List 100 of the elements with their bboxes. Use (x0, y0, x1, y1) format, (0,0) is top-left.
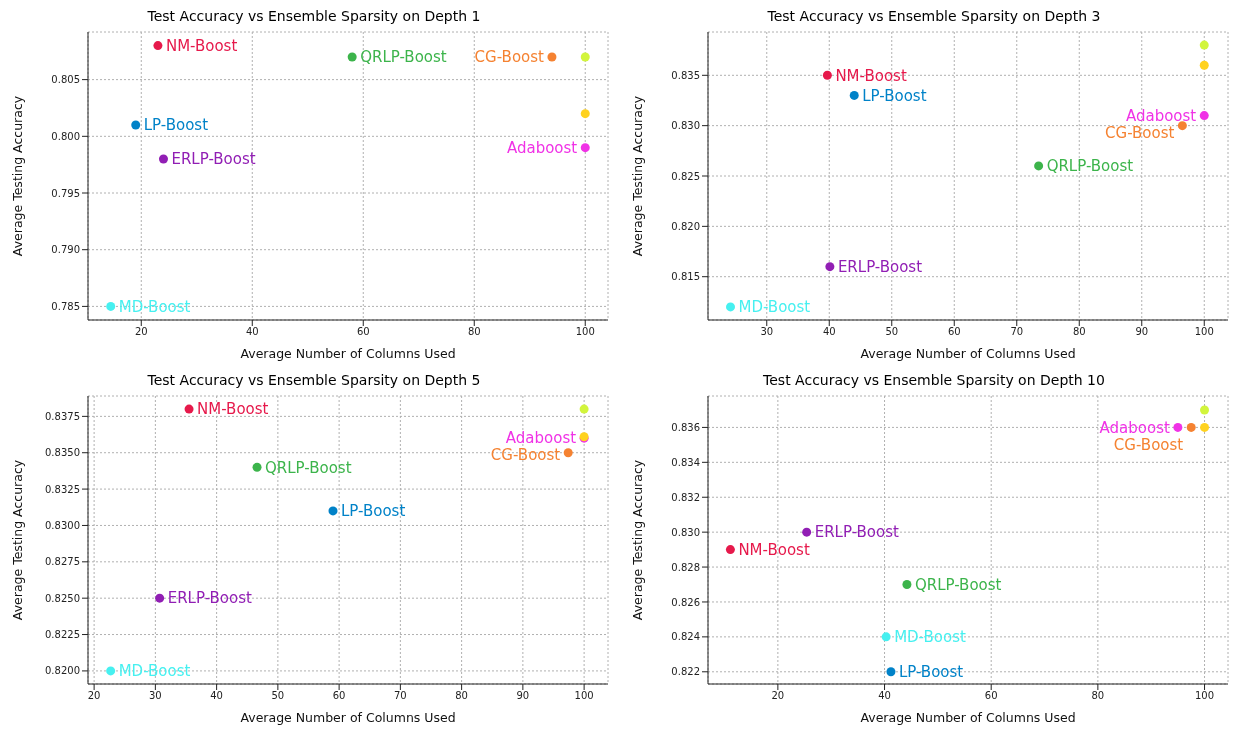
series-label: ERLP-Boost (167, 589, 252, 608)
point (1199, 60, 1209, 70)
x-tick-label: 60 (356, 326, 370, 338)
point (155, 593, 165, 603)
chart-title: Test Accuracy vs Ensemble Sparsity on Depth 1 (146, 8, 482, 26)
x-tick-label: 20 (771, 690, 785, 702)
x-tick-label: 80 (1091, 690, 1105, 702)
point (158, 154, 168, 164)
series-label: QRLP-Boost (265, 458, 352, 477)
y-tick-label: 0.830 (671, 120, 700, 132)
x-tick-label: 70 (1010, 326, 1024, 338)
y-tick-label: 0.815 (671, 271, 700, 283)
series-label: LP-Boost (898, 663, 964, 682)
y-tick-label: 0.826 (671, 596, 700, 608)
x-axis-title: Average Number of Columns Used (240, 710, 456, 725)
series-label: CG-Boost (474, 48, 545, 67)
x-tick-label: 100 (1194, 690, 1215, 702)
y-tick-label: 0.8325 (45, 483, 80, 495)
series-label: Adaboost (1125, 106, 1197, 125)
y-tick-label: 0.800 (51, 130, 80, 142)
y-axis-title: Average Testing Accuracy (630, 459, 646, 621)
x-tick-label: 100 (1194, 326, 1214, 338)
y-tick-label: 0.835 (671, 69, 700, 81)
y-tick-label: 0.8300 (45, 520, 80, 531)
x-tick-label: 40 (822, 326, 836, 338)
series-label: MD-Boost (118, 297, 191, 316)
x-tick-label: 80 (1072, 326, 1086, 338)
y-tick-label: 0.836 (671, 421, 700, 433)
x-tick-label: 50 (271, 690, 285, 702)
series-label: LP-Boost (862, 86, 927, 105)
series-label: Adaboost (506, 138, 578, 157)
point (106, 301, 116, 311)
point (328, 506, 338, 516)
point (347, 52, 357, 62)
chart-title: Test Accuracy vs Ensemble Sparsity on Depth 3 (766, 8, 1102, 26)
point (726, 302, 735, 312)
point (106, 666, 116, 676)
point (580, 52, 590, 62)
y-tick-label: 0.824 (671, 631, 700, 643)
x-tick-label: 70 (394, 690, 407, 702)
x-tick-label: 40 (210, 690, 223, 702)
y-tick-label: 0.834 (671, 456, 700, 468)
y-tick-label: 0.822 (671, 666, 700, 678)
series-label: Adaboost (505, 429, 577, 448)
series-label: NM-Boost (197, 400, 269, 419)
point (131, 120, 141, 130)
x-tick-label: 30 (760, 326, 774, 338)
y-tick-label: 0.8350 (45, 447, 80, 459)
x-tick-label: 60 (984, 690, 998, 702)
y-tick-label: 0.785 (51, 300, 80, 312)
series-label: MD-Boost (894, 628, 966, 647)
point (184, 404, 194, 414)
y-tick-label: 0.828 (671, 561, 700, 573)
point (252, 462, 262, 472)
x-tick-label: 80 (455, 690, 468, 702)
point (822, 70, 832, 80)
point (725, 545, 735, 555)
x-tick-label: 100 (575, 326, 595, 338)
point (1199, 40, 1209, 50)
series-label: ERLP-Boost (837, 257, 923, 276)
y-tick-label: 0.805 (51, 74, 80, 86)
y-tick-label: 0.8225 (45, 629, 80, 641)
x-tick-label: 100 (574, 690, 594, 702)
x-tick-label: 30 (149, 690, 162, 702)
y-tick-label: 0.790 (51, 244, 80, 256)
series-label: CG-Boost (1105, 123, 1175, 142)
y-tick-label: 0.8375 (45, 410, 80, 422)
series-label: QRLP-Boost (914, 575, 1002, 594)
series-label: CG-Boost (490, 446, 561, 465)
point (579, 404, 589, 414)
series-label: NM-Boost (835, 66, 907, 85)
chart-title: Test Accuracy vs Ensemble Sparsity on Depth 5 (146, 372, 482, 390)
series-label: LP-Boost (143, 116, 209, 135)
x-tick-label: 80 (467, 326, 481, 338)
point (580, 109, 590, 119)
point (580, 143, 590, 153)
x-tick-label: 20 (134, 326, 148, 338)
x-tick-label: 50 (885, 326, 899, 338)
point (886, 667, 896, 677)
series-label: QRLP-Boost (360, 48, 447, 67)
x-tick-label: 40 (245, 326, 259, 338)
y-tick-label: 0.795 (51, 187, 80, 199)
x-axis-title: Average Number of Columns Used (860, 346, 1076, 361)
y-tick-label: 0.825 (671, 170, 700, 182)
y-axis-title: Average Testing Accuracy (10, 95, 26, 257)
y-tick-label: 0.8275 (45, 556, 80, 568)
point (802, 527, 812, 537)
y-tick-label: 0.8250 (45, 592, 80, 604)
series-label: MD-Boost (738, 298, 811, 317)
series-label: MD-Boost (118, 662, 191, 681)
point (1200, 422, 1210, 432)
series-label: ERLP-Boost (171, 150, 256, 169)
point (153, 41, 163, 51)
y-tick-label: 0.832 (671, 491, 700, 503)
point (1200, 405, 1210, 415)
point (1173, 422, 1183, 432)
point (849, 90, 859, 100)
x-tick-label: 20 (87, 690, 101, 702)
point (1177, 121, 1187, 131)
chart-title: Test Accuracy vs Ensemble Sparsity on Depth 10 (762, 372, 1106, 390)
